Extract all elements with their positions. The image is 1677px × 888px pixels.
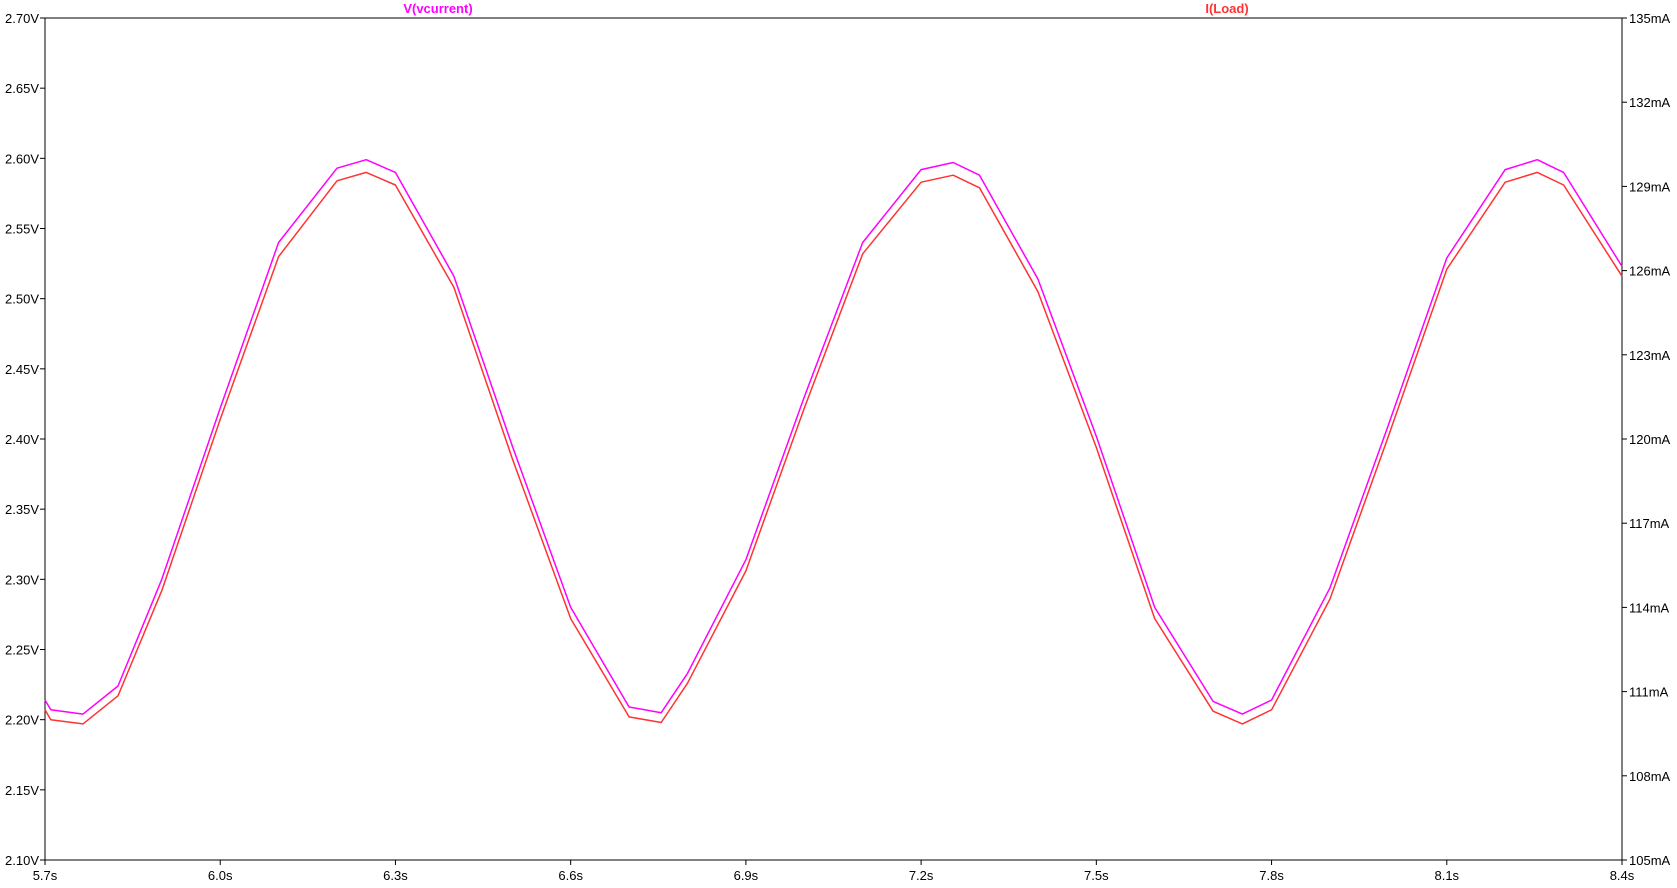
right-tick-label: 120mA [1629,432,1671,447]
x-tick-label: 7.5s [1084,868,1109,883]
x-tick-label: 7.2s [909,868,934,883]
right-tick-label: 117mA [1629,516,1670,531]
left-tick-label: 2.55V [5,222,39,237]
x-tick-label: 6.3s [383,868,408,883]
left-tick-label: 2.10V [5,853,39,868]
x-tick-label: 6.9s [734,868,759,883]
right-tick-label: 111mA [1629,685,1669,700]
legend: V(vcurrent) I(Load) [403,1,1248,16]
plot-area[interactable] [44,17,1623,861]
left-tick-label: 2.15V [5,783,39,798]
trace-layer [44,158,1623,725]
x-tick-label: 6.0s [208,868,233,883]
x-tick-label: 8.4s [1610,868,1635,883]
x-tick-label: 7.8s [1259,868,1284,883]
right-tick-label: 129mA [1629,179,1671,194]
x-tick-label: 6.6s [558,868,583,883]
left-tick-label: 2.20V [5,713,39,728]
left-tick-label: 2.65V [5,81,39,96]
right-tick-label: 132mA [1629,95,1671,110]
x-tick-label: 5.7s [33,868,58,883]
left-y-axis: 2.10V 2.15V 2.20V 2.25V 2.30V 2.35V 2.40V 2.45V… [5,11,45,868]
x-tick-label: 8.1s [1434,868,1459,883]
right-y-axis: 105mA 108mA 111mA 114mA 117mA 120mA 123mA 126mA… [1622,11,1671,868]
trace-i-load[interactable] [44,171,1623,725]
legend-i-load[interactable]: I(Load) [1205,1,1248,16]
trace-v-vcurrent[interactable] [44,158,1623,715]
left-tick-label: 2.35V [5,502,39,517]
left-tick-label: 2.50V [5,292,39,307]
right-tick-label: 114mA [1629,600,1670,615]
right-tick-label: 135mA [1629,11,1671,26]
right-tick-label: 126mA [1629,264,1671,279]
left-tick-label: 2.45V [5,362,39,377]
left-tick-label: 2.25V [5,643,39,658]
right-tick-label: 105mA [1629,853,1671,868]
right-tick-label: 123mA [1629,348,1671,363]
left-tick-label: 2.30V [5,572,39,587]
legend-v-vcurrent[interactable]: V(vcurrent) [403,1,472,16]
left-tick-label: 2.40V [5,432,39,447]
left-tick-label: 2.60V [5,151,39,166]
right-tick-label: 108mA [1629,769,1671,784]
x-axis: 5.7s 6.0s 6.3s 6.6s 6.9s 7.2s 7.5s 7.8s 8.1s 8.4s [33,860,1635,883]
left-tick-label: 2.70V [5,11,39,26]
